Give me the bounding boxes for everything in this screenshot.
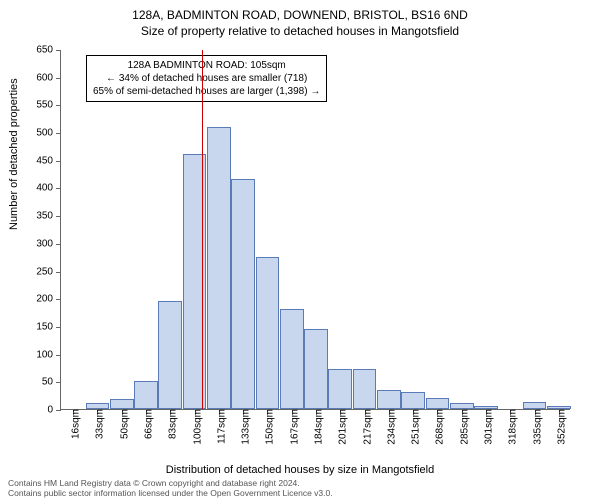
y-tick-label: 650 (36, 45, 61, 56)
x-tick-label: 285sqm (453, 409, 470, 445)
histogram-bar (231, 179, 255, 409)
y-tick-label: 550 (36, 100, 61, 111)
x-axis-label: Distribution of detached houses by size … (0, 464, 600, 476)
x-tick-label: 234sqm (380, 409, 397, 445)
y-tick-label: 50 (42, 377, 61, 388)
histogram-bar (523, 402, 547, 409)
annotation-box: 128A BADMINTON ROAD: 105sqm ← 34% of det… (86, 55, 327, 102)
histogram-bar (207, 127, 231, 409)
x-tick-label: 251sqm (405, 409, 422, 445)
histogram-bar (328, 369, 352, 409)
histogram-bar (280, 309, 304, 409)
x-tick-label: 150sqm (259, 409, 276, 445)
x-tick-label: 33sqm (89, 409, 106, 439)
y-tick-label: 200 (36, 294, 61, 305)
x-tick-label: 66sqm (138, 409, 155, 439)
histogram-bar (377, 390, 401, 409)
y-tick-label: 150 (36, 321, 61, 332)
footer-attribution: Contains HM Land Registry data © Crown c… (8, 478, 333, 498)
x-tick-label: 133sqm (235, 409, 252, 445)
histogram-bar (158, 301, 182, 409)
y-tick-label: 400 (36, 183, 61, 194)
x-tick-label: 184sqm (308, 409, 325, 445)
x-tick-label: 83sqm (162, 409, 179, 439)
histogram-bar (401, 392, 425, 409)
y-tick-label: 450 (36, 155, 61, 166)
x-tick-label: 318sqm (502, 409, 519, 445)
footer-line-2: Contains public sector information licen… (8, 488, 333, 498)
x-tick-label: 217sqm (356, 409, 373, 445)
y-tick-label: 300 (36, 238, 61, 249)
y-tick-label: 250 (36, 266, 61, 277)
y-axis-label: Number of detached properties (8, 78, 20, 230)
chart-title-sub: Size of property relative to detached ho… (0, 22, 600, 38)
histogram-bar (183, 154, 207, 409)
x-tick-label: 352sqm (550, 409, 567, 445)
chart-title-main: 128A, BADMINTON ROAD, DOWNEND, BRISTOL, … (0, 0, 600, 22)
y-tick-label: 500 (36, 128, 61, 139)
y-tick-label: 0 (47, 405, 61, 416)
histogram-bar (256, 257, 280, 409)
annotation-line-2: ← 34% of detached houses are smaller (71… (93, 72, 320, 85)
y-tick-label: 600 (36, 72, 61, 83)
histogram-bar (450, 403, 474, 409)
plot-area: 128A BADMINTON ROAD: 105sqm ← 34% of det… (60, 50, 570, 410)
x-tick-label: 301sqm (478, 409, 495, 445)
x-tick-label: 16sqm (65, 409, 82, 439)
x-tick-label: 201sqm (332, 409, 349, 445)
histogram-bar (547, 406, 571, 409)
x-tick-label: 268sqm (429, 409, 446, 445)
histogram-bar (474, 406, 498, 409)
histogram-bar (426, 398, 450, 409)
marker-line (202, 50, 203, 409)
annotation-line-1: 128A BADMINTON ROAD: 105sqm (93, 59, 320, 72)
y-tick-label: 100 (36, 349, 61, 360)
histogram-bar (353, 369, 377, 409)
histogram-bar (110, 399, 134, 409)
footer-line-1: Contains HM Land Registry data © Crown c… (8, 478, 333, 488)
chart-container: 128A, BADMINTON ROAD, DOWNEND, BRISTOL, … (0, 0, 600, 500)
x-tick-label: 335sqm (526, 409, 543, 445)
histogram-bar (86, 403, 110, 409)
x-tick-label: 100sqm (186, 409, 203, 445)
x-tick-label: 50sqm (113, 409, 130, 439)
x-tick-label: 117sqm (210, 409, 227, 444)
y-tick-label: 350 (36, 211, 61, 222)
histogram-bar (304, 329, 328, 409)
annotation-line-3: 65% of semi-detached houses are larger (… (93, 85, 320, 98)
x-tick-label: 167sqm (283, 409, 300, 445)
histogram-bar (134, 381, 158, 409)
